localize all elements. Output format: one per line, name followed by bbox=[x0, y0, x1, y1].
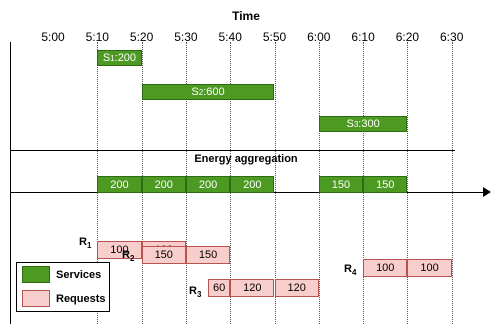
service-index: 2 bbox=[198, 87, 204, 97]
time-tick-label: 6:30 bbox=[440, 30, 464, 44]
legend-services-label: Services bbox=[56, 268, 102, 281]
request-index: 2 bbox=[129, 254, 135, 264]
request-name: R bbox=[189, 285, 197, 297]
legend-requests-swatch bbox=[22, 290, 50, 307]
time-tick-label: 5:50 bbox=[262, 30, 287, 44]
time-gridline bbox=[274, 42, 276, 324]
request-index: 4 bbox=[351, 268, 357, 278]
time-tick-label: 5:20 bbox=[129, 30, 154, 44]
left-border-line bbox=[10, 42, 11, 324]
service-label: S bbox=[191, 86, 199, 98]
time-tick-label: 5:30 bbox=[174, 30, 198, 44]
time-tick-label: 5:40 bbox=[218, 30, 242, 44]
legend-services: Services bbox=[22, 266, 101, 283]
legend-services-swatch bbox=[22, 266, 50, 283]
legend-requests: Requests bbox=[22, 290, 106, 307]
time-axis-title: Time bbox=[232, 9, 260, 23]
request-index: 1 bbox=[86, 241, 92, 251]
request-cell: 120 bbox=[230, 279, 275, 297]
request-cell: 100 bbox=[97, 241, 142, 259]
request-label-r2: R2 bbox=[122, 249, 134, 263]
request-index: 3 bbox=[196, 290, 202, 300]
aggregation-title: Energy aggregation bbox=[194, 153, 298, 165]
service-value: 200 bbox=[117, 52, 137, 64]
time-tick-label: 5:10 bbox=[85, 30, 109, 44]
time-tick-label: 6:10 bbox=[351, 30, 375, 44]
time-tick-label: 5:00 bbox=[41, 30, 65, 44]
request-name: R bbox=[344, 263, 352, 275]
time-tick-label: 6:00 bbox=[307, 30, 331, 44]
request-cell: 100 bbox=[363, 259, 408, 277]
time-tick-label: 6:20 bbox=[395, 30, 420, 44]
request-name: R bbox=[122, 249, 130, 261]
request-label-r4: R4 bbox=[344, 263, 356, 277]
aggregation-cell: 200 bbox=[185, 176, 231, 193]
request-cell: 120 bbox=[274, 279, 319, 297]
service-value: 300 bbox=[361, 118, 380, 130]
aggregation-cell: 150 bbox=[363, 176, 408, 193]
aggregation-cell: 200 bbox=[141, 176, 186, 193]
time-gridline bbox=[451, 42, 453, 324]
request-cell: 60 bbox=[208, 279, 231, 297]
service-index: 1 bbox=[110, 53, 115, 63]
energy-axis-arrow bbox=[483, 187, 491, 197]
request-label-r1: R1 bbox=[79, 236, 91, 250]
aggregation-cell: 200 bbox=[97, 176, 142, 193]
service-value: 600 bbox=[206, 86, 225, 98]
request-cell: 150 bbox=[141, 246, 186, 264]
request-name: R bbox=[79, 236, 87, 248]
aggregation-cell: 150 bbox=[318, 176, 364, 193]
request-label-r3: R3 bbox=[189, 285, 201, 299]
aggregation-divider bbox=[10, 150, 455, 151]
time-gridline bbox=[407, 42, 409, 324]
legend: Services Requests bbox=[16, 262, 110, 312]
aggregation-cell: 200 bbox=[230, 176, 275, 193]
request-cell: 100 bbox=[407, 259, 452, 277]
legend-requests-label: Requests bbox=[56, 292, 106, 305]
service-index: 3 bbox=[353, 119, 359, 129]
service-label: S bbox=[346, 118, 354, 130]
request-cell: 150 bbox=[185, 246, 231, 264]
service-label: S bbox=[102, 52, 111, 64]
